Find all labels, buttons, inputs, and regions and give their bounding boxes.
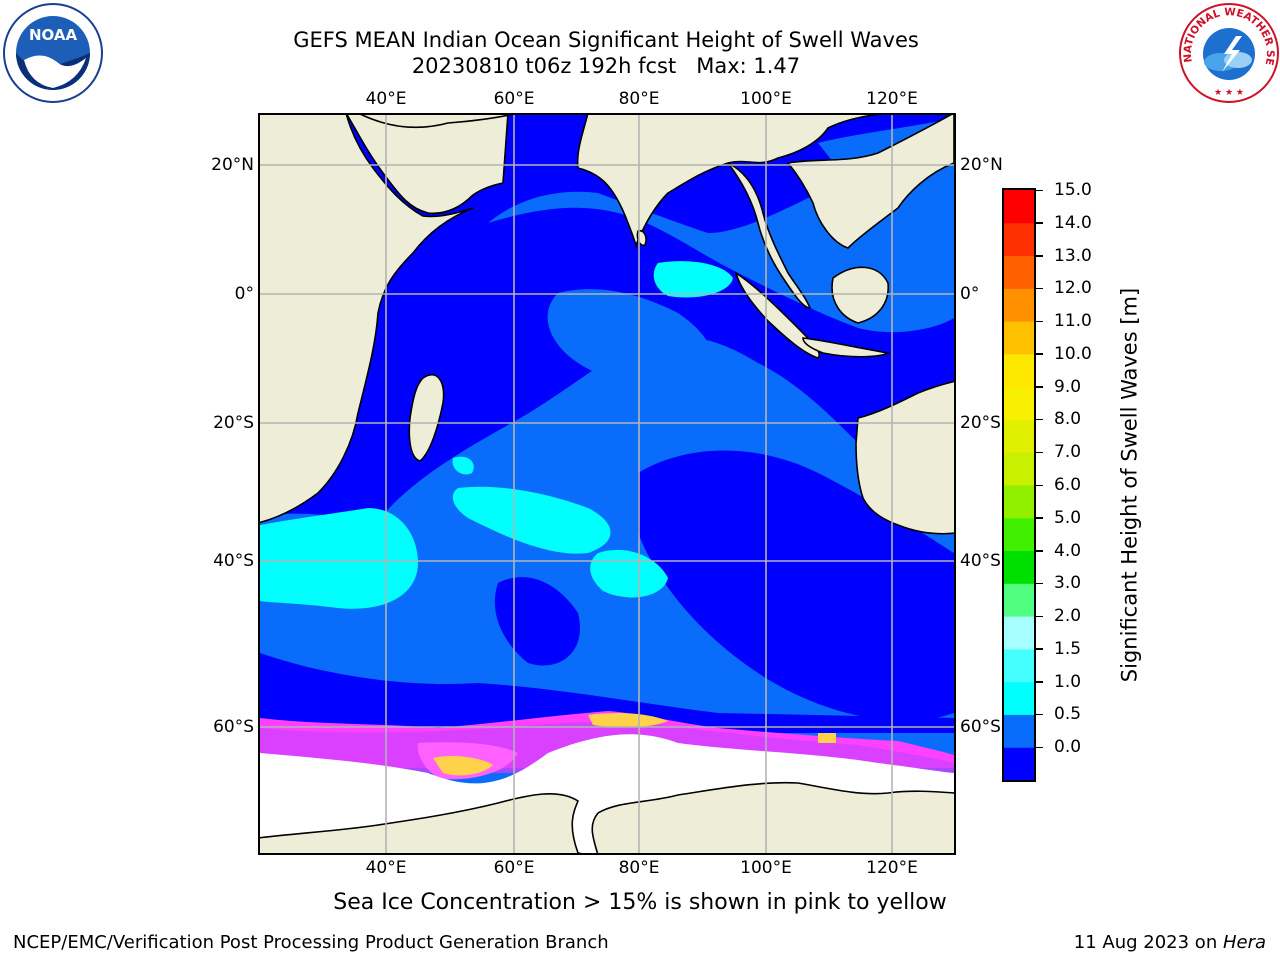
noaa-logo: NOAA bbox=[2, 2, 104, 108]
colorbar-swatch bbox=[1004, 222, 1034, 257]
lat-label-left: 20°S bbox=[213, 413, 254, 433]
lon-label-bottom: 120°E bbox=[866, 858, 918, 878]
colorbar-swatch bbox=[1004, 616, 1034, 650]
colorbar-tick-label: 11.0 bbox=[1054, 311, 1092, 332]
footer-credit: NCEP/EMC/Verification Post Processing Pr… bbox=[13, 932, 609, 953]
colorbar-tick-label: 5.0 bbox=[1054, 507, 1082, 528]
colorbar-swatch bbox=[1004, 321, 1034, 355]
colorbar-tick-mark bbox=[1036, 386, 1043, 388]
colorbar bbox=[1002, 188, 1036, 782]
colorbar-tick-mark bbox=[1036, 222, 1043, 224]
swell-height-map bbox=[258, 113, 956, 855]
sea-ice-caption: Sea Ice Concentration > 15% is shown in … bbox=[333, 890, 947, 915]
colorbar-tick-mark bbox=[1036, 582, 1043, 585]
colorbar-tick-label: 8.0 bbox=[1054, 409, 1082, 430]
svg-text:NOAA: NOAA bbox=[29, 26, 78, 44]
lat-label-right: 40°S bbox=[960, 551, 1001, 571]
colorbar-swatch bbox=[1004, 714, 1034, 748]
colorbar-tick-label: 1.5 bbox=[1054, 638, 1082, 659]
colorbar-tick-mark bbox=[1036, 713, 1043, 716]
lat-label-right: 20°N bbox=[960, 155, 1003, 175]
colorbar-swatch bbox=[1004, 583, 1034, 617]
lon-label-bottom: 40°E bbox=[365, 858, 407, 878]
colorbar-tick-label: 13.0 bbox=[1054, 245, 1092, 266]
lon-label-top: 100°E bbox=[740, 89, 792, 109]
lat-label-right: 0° bbox=[960, 284, 980, 304]
footer-date: 11 Aug 2023 on Hera bbox=[1074, 932, 1266, 953]
colorbar-tick-mark bbox=[1036, 320, 1043, 323]
colorbar-tick-label: 9.0 bbox=[1054, 376, 1082, 397]
colorbar-tick-mark bbox=[1036, 648, 1043, 650]
colorbar-title: Significant Height of Swell Waves [m] bbox=[1117, 287, 1142, 683]
land-masses bbox=[260, 115, 954, 853]
footer-host: Hera bbox=[1222, 932, 1266, 953]
lat-label-left: 40°S bbox=[213, 551, 254, 571]
colorbar-tick-mark bbox=[1036, 451, 1043, 454]
colorbar-tick-mark bbox=[1036, 681, 1043, 683]
colorbar-tick-mark bbox=[1036, 287, 1043, 290]
colorbar-swatch bbox=[1004, 681, 1034, 715]
colorbar-tick-mark bbox=[1036, 189, 1043, 191]
colorbar-swatch bbox=[1004, 419, 1034, 453]
colorbar-swatch bbox=[1004, 255, 1034, 289]
colorbar-tick-label: 3.0 bbox=[1054, 573, 1082, 594]
colorbar-swatch bbox=[1004, 747, 1034, 781]
ocean-high-area bbox=[260, 261, 733, 609]
colorbar-swatch bbox=[1004, 353, 1034, 388]
colorbar-swatch bbox=[1004, 386, 1034, 420]
colorbar-tick-label: 10.0 bbox=[1054, 343, 1092, 364]
chart-subtitle: 20230810 t06z 192h fcst Max: 1.47 bbox=[411, 54, 801, 78]
colorbar-tick-label: 12.0 bbox=[1054, 278, 1092, 299]
colorbar-tick-mark bbox=[1036, 255, 1043, 257]
colorbar-tick-label: 0.0 bbox=[1054, 737, 1082, 758]
lon-label-top: 120°E bbox=[866, 89, 918, 109]
colorbar-frame bbox=[1002, 188, 1036, 782]
lat-label-left: 20°N bbox=[211, 155, 254, 175]
lat-label-right: 60°S bbox=[960, 717, 1001, 737]
lat-label-right: 20°S bbox=[960, 413, 1001, 433]
colorbar-swatch bbox=[1004, 550, 1034, 584]
colorbar-swatch bbox=[1004, 517, 1034, 552]
lon-label-bottom: 80°E bbox=[618, 858, 660, 878]
colorbar-tick-mark bbox=[1036, 418, 1043, 421]
lon-label-bottom: 100°E bbox=[740, 858, 792, 878]
colorbar-tick-label: 0.5 bbox=[1054, 704, 1082, 725]
lon-label-bottom: 60°E bbox=[493, 858, 535, 878]
colorbar-tick-mark bbox=[1036, 484, 1043, 486]
colorbar-tick-label: 15.0 bbox=[1054, 180, 1092, 200]
lat-label-left: 60°S bbox=[213, 717, 254, 737]
lon-label-top: 40°E bbox=[365, 89, 407, 109]
colorbar-swatch bbox=[1004, 452, 1034, 486]
svg-text:★ ★ ★: ★ ★ ★ bbox=[1214, 88, 1244, 98]
nws-logo: NATIONAL WEATHER SERVICE ★ ★ ★ bbox=[1174, 0, 1280, 108]
colorbar-tick-label: 4.0 bbox=[1054, 540, 1082, 561]
colorbar-swatch bbox=[1004, 648, 1034, 683]
colorbar-tick-mark bbox=[1036, 517, 1043, 519]
colorbar-swatch bbox=[1004, 485, 1034, 519]
lon-label-top: 60°E bbox=[493, 89, 535, 109]
lon-label-top: 80°E bbox=[618, 89, 660, 109]
colorbar-tick-mark bbox=[1036, 550, 1043, 552]
map-frame bbox=[258, 113, 956, 855]
chart-title: GEFS MEAN Indian Ocean Significant Heigh… bbox=[293, 28, 919, 52]
colorbar-swatch bbox=[1004, 190, 1034, 224]
colorbar-tick-label: 7.0 bbox=[1054, 442, 1082, 463]
colorbar-tick-mark bbox=[1036, 353, 1043, 355]
colorbar-tick-label: 1.0 bbox=[1054, 671, 1082, 692]
colorbar-swatch bbox=[1004, 288, 1034, 322]
colorbar-tick-mark bbox=[1036, 615, 1043, 618]
map-graticule bbox=[260, 115, 954, 853]
colorbar-tick-mark bbox=[1036, 746, 1043, 749]
colorbar-tick-label: 2.0 bbox=[1054, 606, 1082, 627]
lat-label-left: 0° bbox=[234, 284, 254, 304]
footer-date-text: 11 Aug 2023 on bbox=[1073, 932, 1223, 953]
colorbar-tick-label: 6.0 bbox=[1054, 475, 1082, 495]
colorbar-tick-label: 14.0 bbox=[1054, 212, 1092, 233]
